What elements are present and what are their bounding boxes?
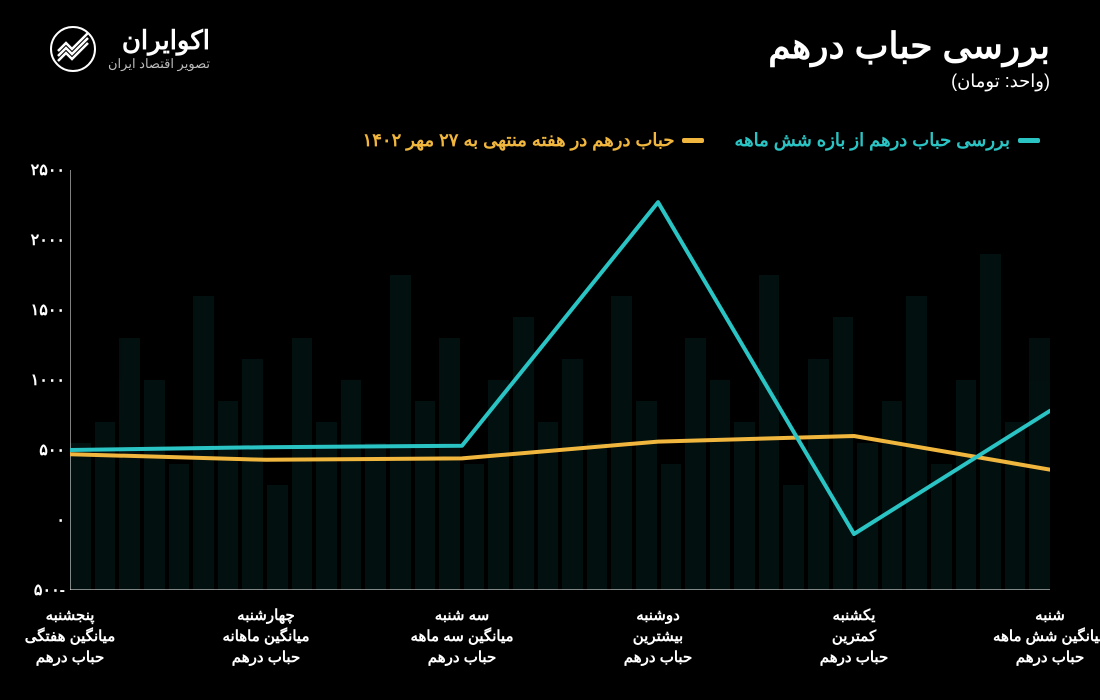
line-chart: -۵۰۰۰۵۰۰۱۰۰۰۱۵۰۰۲۰۰۰۲۵۰۰شنبهمیانگین شش م… [70,170,1050,590]
x-axis-tick: دوشنبهبیشترینحباب درهم [583,605,733,668]
y-axis-tick: ۵۰۰ [20,440,65,460]
legend-label-2: حباب درهم در هفته منتهی به ۲۷ مهر ۱۴۰۲ [363,130,675,151]
legend-item-series2: حباب درهم در هفته منتهی به ۲۷ مهر ۱۴۰۲ [363,130,705,151]
legend-label-1: بررسی حباب درهم از بازه شش ماهه [734,130,1010,151]
y-axis-tick: -۵۰۰ [20,580,65,600]
chart-header: بررسی حباب درهم (واحد: تومان) [768,25,1050,92]
legend-swatch-2 [682,138,704,143]
chart-subtitle: (واحد: تومان) [768,71,1050,92]
y-axis-tick: ۰ [20,510,65,530]
y-axis-tick: ۱۰۰۰ [20,370,65,390]
logo-sub-text: تصویر اقتصاد ایران [108,56,210,72]
legend-swatch-1 [1018,138,1040,143]
brand-logo: اکوایران تصویر اقتصاد ایران [50,25,210,72]
logo-main-text: اکوایران [108,25,210,56]
x-axis-tick: چهارشنبهمیانگین ماهانهحباب درهم [191,605,341,668]
y-axis-tick: ۲۵۰۰ [20,160,65,180]
y-axis-tick: ۱۵۰۰ [20,300,65,320]
y-axis-tick: ۲۰۰۰ [20,230,65,250]
x-axis-tick: یکشنبهکمترینحباب درهم [779,605,929,668]
x-axis-tick: شنبهمیانگین شش ماههحباب درهم [975,605,1100,668]
chart-legend: بررسی حباب درهم از بازه شش ماهه حباب دره… [363,130,1040,151]
brand-logo-icon [50,26,96,72]
legend-item-series1: بررسی حباب درهم از بازه شش ماهه [734,130,1040,151]
x-axis-tick: سه شنبهمیانگین سه ماههحباب درهم [387,605,537,668]
x-axis-tick: پنجشنبهمیانگین هفتگیحباب درهم [0,605,145,668]
chart-title: بررسی حباب درهم [768,25,1050,67]
